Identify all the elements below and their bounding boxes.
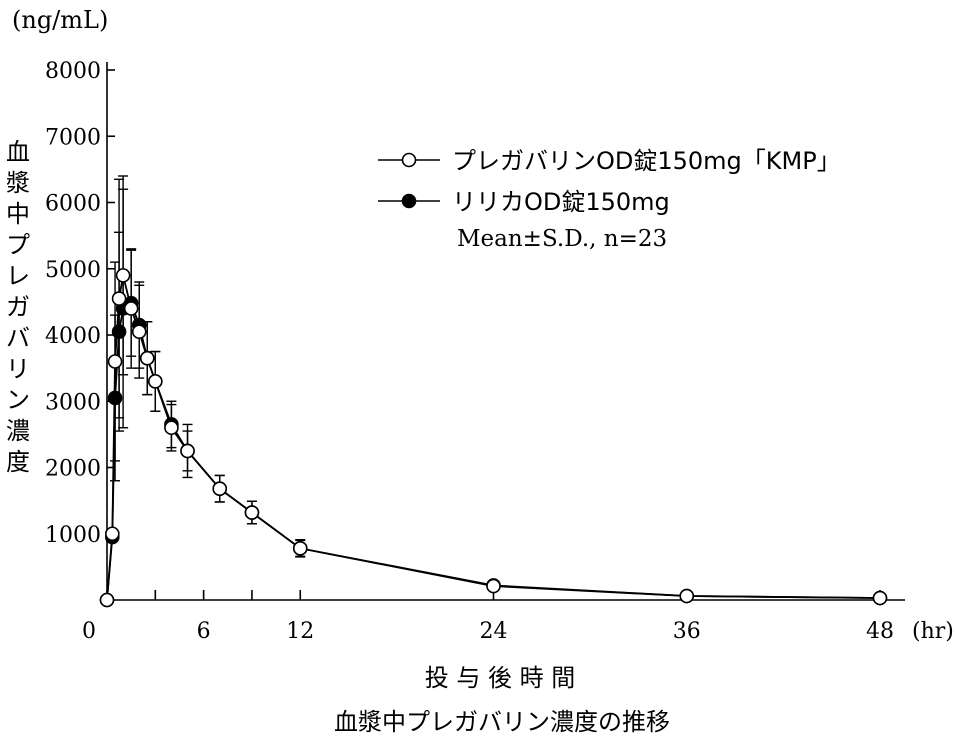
x-tick-label: 48 [866, 619, 894, 644]
data-point [148, 374, 163, 389]
legend-label-2: リリカOD錠150mg [452, 188, 670, 216]
data-point [107, 354, 123, 369]
series-layer [99, 175, 888, 608]
y-axis-title-char: バ [6, 324, 30, 352]
x-axis-unit: (hr) [912, 619, 954, 644]
y-axis-title-char: 中 [6, 200, 30, 228]
y-axis-title-char: ガ [6, 293, 30, 321]
y-axis-ticks: 1000 2000 3000 4000 5000 6000 7000 8000 [45, 59, 115, 548]
data-point [115, 268, 131, 283]
y-axis-title-char: 度 [6, 448, 30, 476]
data-point [123, 301, 139, 316]
y-axis-title: 血漿中プレガバリン濃度 [6, 138, 30, 476]
x-tick-label: 36 [673, 619, 701, 644]
chart-caption: 血漿中プレガバリン濃度の推移 [334, 708, 670, 736]
data-point [111, 291, 127, 306]
legend: プレガバリンOD錠150mg「KMP」 リリカOD錠150mg Mean±S.D… [378, 147, 841, 252]
data-point [486, 578, 501, 594]
data-point [244, 505, 260, 520]
x-tick-label: 12 [286, 619, 314, 644]
x-tick-label: 6 [197, 619, 211, 644]
series-line [106, 301, 881, 601]
data-point [180, 443, 195, 459]
y-tick-label: 6000 [45, 192, 101, 217]
y-axis-title-char: リ [6, 355, 30, 383]
legend-marker-open-circle [401, 152, 417, 168]
data-point [139, 350, 155, 366]
y-tick-label: 3000 [45, 390, 101, 415]
data-point [99, 592, 115, 608]
y-tick-label: 1000 [45, 523, 101, 548]
x-tick-label: 24 [480, 619, 508, 644]
data-point [212, 481, 228, 497]
data-point [679, 588, 695, 604]
y-axis-title-char: 濃 [6, 417, 30, 445]
y-tick-label: 4000 [45, 324, 101, 349]
legend-label-1: プレガバリンOD錠150mg「KMP」 [452, 147, 841, 175]
y-axis-title-char: ン [6, 386, 30, 414]
y-axis-title-char: 血 [6, 138, 30, 166]
y-tick-label: 8000 [45, 59, 101, 84]
data-point [131, 324, 147, 339]
y-tick-label: 2000 [45, 457, 101, 482]
x-axis-title: 投 与 後 時 間 [425, 664, 576, 692]
y-axis-title-char: 漿 [6, 169, 30, 197]
y-tick-label: 5000 [45, 258, 101, 283]
y-unit-label: (ng/mL) [12, 6, 108, 34]
series-open-circle [99, 175, 888, 608]
data-point [105, 526, 120, 542]
y-axis-title-char: レ [6, 262, 30, 290]
legend-note: Mean±S.D., n=23 [457, 226, 667, 252]
x-tick-label: 0 [82, 619, 96, 644]
legend-marker-filled-circle [401, 193, 417, 209]
series-line [106, 275, 881, 601]
y-tick-label: 7000 [45, 125, 101, 150]
y-axis-title-char: プ [6, 231, 30, 259]
data-point [164, 420, 179, 436]
x-axis-ticks: 0 6 12 24 36 48 [82, 590, 894, 644]
data-point [872, 590, 888, 606]
data-point [292, 541, 308, 556]
